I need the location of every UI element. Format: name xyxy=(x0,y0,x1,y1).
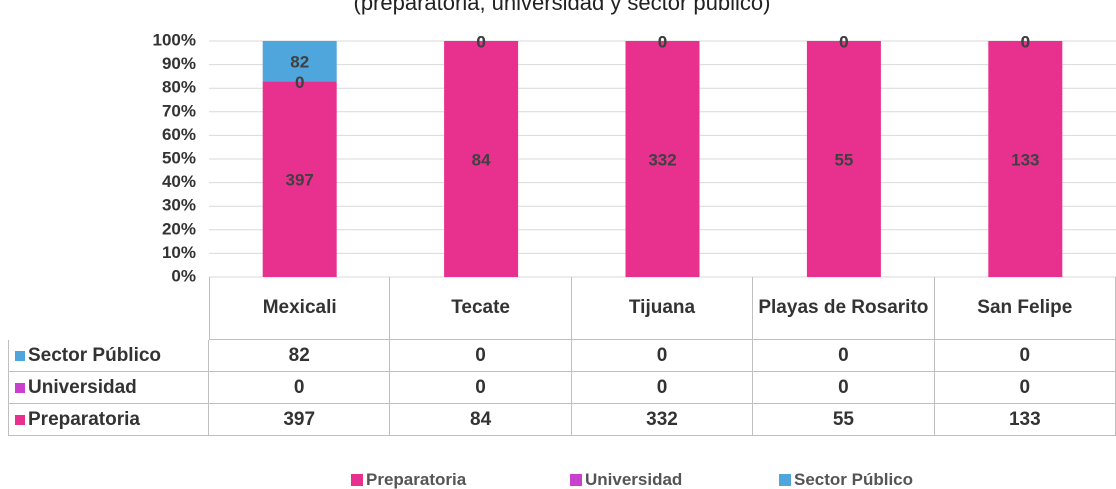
y-tick-label: 0% xyxy=(171,266,196,285)
table-header-text: San Felipe xyxy=(977,297,1073,318)
table-cell-text: 0 xyxy=(293,376,305,398)
table-header: Playas de Rosarito xyxy=(753,277,935,340)
table-cell: 84 xyxy=(390,404,572,436)
data-label: 0 xyxy=(1021,32,1030,51)
table-header: Tijuana xyxy=(571,277,754,340)
bar-segment xyxy=(262,41,337,82)
data-label: 0 xyxy=(839,32,848,51)
table-cell: 332 xyxy=(571,404,754,436)
table-cell: 0 xyxy=(753,372,935,404)
bar-segment xyxy=(625,41,700,277)
legend-text: Sector Público xyxy=(794,470,914,489)
legend-item: Preparatoria xyxy=(351,470,466,489)
data-label: 0 xyxy=(295,73,304,92)
table-cell-text: 0 xyxy=(475,344,486,366)
data-label: 133 xyxy=(1011,150,1039,169)
y-tick-label: 40% xyxy=(162,172,196,191)
data-label: 0 xyxy=(839,32,848,51)
data-label: 0 xyxy=(476,32,485,51)
row-name-text: Universidad xyxy=(28,376,137,398)
data-label: 82 xyxy=(290,53,309,72)
table-cell: 0 xyxy=(571,372,754,404)
table-cell: 55 xyxy=(753,404,935,436)
table-header: Tecate xyxy=(390,277,572,340)
table-row-name: Universidad xyxy=(8,372,209,404)
table-cell: 397 xyxy=(209,404,391,436)
table-header: Mexicali xyxy=(209,277,391,340)
bar-segment xyxy=(988,41,1063,277)
table-cell-text: 133 xyxy=(1008,408,1041,430)
table-cell-text: 397 xyxy=(283,408,316,430)
legend-text: Universidad xyxy=(585,470,683,489)
table-cell-text: 0 xyxy=(838,344,849,366)
table-header-text: Tecate xyxy=(451,297,510,318)
data-label: 0 xyxy=(476,32,485,51)
legend-key xyxy=(15,414,25,425)
table-cell: 82 xyxy=(209,340,391,372)
table-cell: 0 xyxy=(390,340,572,372)
data-label: 397 xyxy=(286,171,314,190)
legend-key xyxy=(15,382,25,393)
y-tick-label: 100% xyxy=(153,30,196,49)
bar-segment xyxy=(262,81,337,277)
table-cell-text: 0 xyxy=(656,344,668,366)
bar-segment xyxy=(806,41,881,277)
legend-item: Sector Público xyxy=(779,470,913,489)
table-cell-text: 0 xyxy=(1019,376,1031,398)
legend-key xyxy=(779,474,791,486)
table-cell: 0 xyxy=(571,340,754,372)
row-name-text: Sector Público xyxy=(28,344,162,366)
table-cell-text: 0 xyxy=(1019,344,1031,366)
legend-key xyxy=(570,474,582,486)
legend-item: Universidad xyxy=(570,470,682,489)
table-row-name: Sector Público xyxy=(8,340,209,372)
bar-segment xyxy=(444,41,519,277)
table-cell: 0 xyxy=(934,372,1116,404)
data-label: 332 xyxy=(648,150,676,169)
y-tick-label: 20% xyxy=(162,219,196,238)
table-cell-text: 0 xyxy=(656,376,668,398)
y-tick-label: 70% xyxy=(162,101,196,120)
table-cell-text: 332 xyxy=(646,408,678,430)
table-cell-text: 0 xyxy=(838,376,849,398)
y-tick-label: 50% xyxy=(162,148,196,167)
data-label: 0 xyxy=(1021,32,1030,51)
y-tick-label: 30% xyxy=(162,196,196,215)
y-tick-label: 80% xyxy=(162,78,196,97)
table-cell: 0 xyxy=(209,372,391,404)
table-cell: 0 xyxy=(753,340,935,372)
table-header-text: Mexicali xyxy=(262,297,337,318)
legend-key xyxy=(351,474,363,486)
table-cell-text: 55 xyxy=(832,408,854,430)
legend-key xyxy=(15,350,25,361)
data-label: 55 xyxy=(834,150,853,169)
table-cell: 0 xyxy=(390,372,572,404)
table-cell: 0 xyxy=(934,340,1116,372)
y-tick-label: 90% xyxy=(162,54,196,73)
table-cell-text: 84 xyxy=(470,408,492,430)
data-label: 0 xyxy=(658,32,667,51)
table-cell: 133 xyxy=(934,404,1116,436)
chart-subtitle: (preparatoria, universidad y sector públ… xyxy=(354,0,771,15)
table-header: San Felipe xyxy=(934,277,1116,340)
table-header-text: Tijuana xyxy=(628,297,696,318)
table-cell-text: 82 xyxy=(288,344,310,366)
table-cell-text: 0 xyxy=(475,376,486,398)
data-label: 0 xyxy=(658,32,667,51)
y-tick-label: 10% xyxy=(162,243,196,262)
table-row-name: Preparatoria xyxy=(8,404,209,436)
row-name-text: Preparatoria xyxy=(28,408,140,430)
legend-text: Preparatoria xyxy=(366,470,467,489)
table-header-text: Playas de Rosarito xyxy=(758,297,929,318)
data-label: 84 xyxy=(472,150,491,169)
y-tick-label: 60% xyxy=(162,125,196,144)
